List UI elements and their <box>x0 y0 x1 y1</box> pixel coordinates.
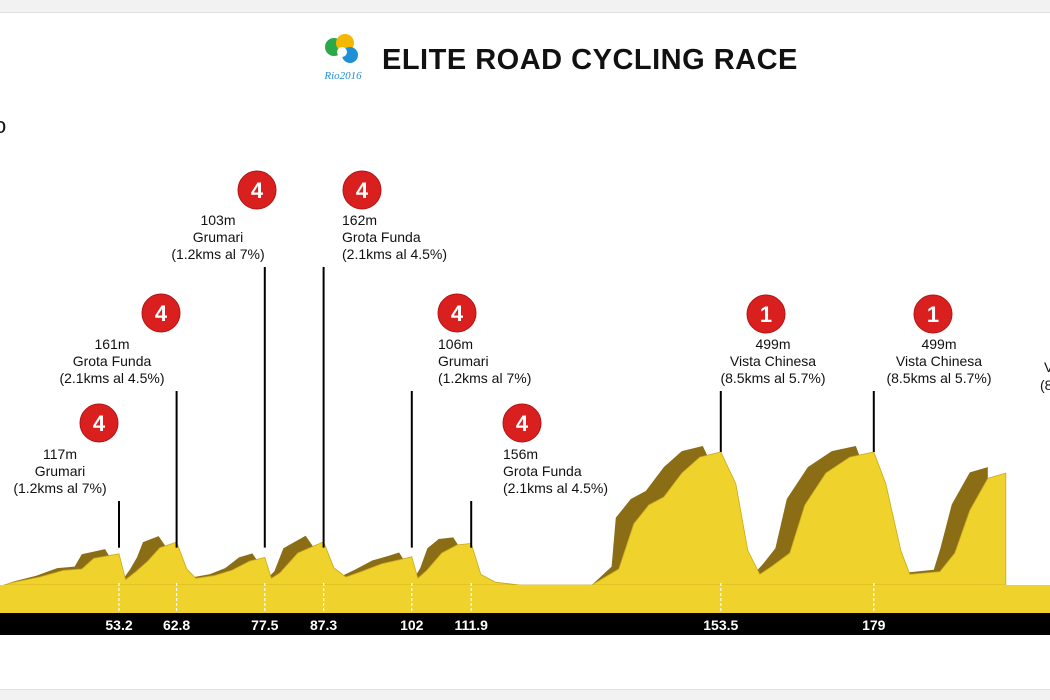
category-badge-icon <box>141 293 181 333</box>
climb-altitude: 106m <box>438 336 473 352</box>
rio-2016-logo: Rio2016 <box>323 34 362 82</box>
climb-name: Grota Funda <box>503 463 582 479</box>
chart-title: ELITE ROAD CYCLING RACE <box>382 44 798 76</box>
climb-detail: (8.5kms al 5.7%) <box>720 370 825 386</box>
edge-fragment: V (8 <box>1040 359 1050 393</box>
cropped-label-fragment: o <box>0 113 6 138</box>
profile-layer <box>0 446 1050 613</box>
km-label: 153.5 <box>703 617 738 633</box>
cropped-climb-name: V <box>1044 359 1050 375</box>
climb-altitude: 162m <box>342 212 377 228</box>
km-label: 77.5 <box>251 617 278 633</box>
km-label: 111.9 <box>454 617 488 633</box>
category-number: 4 <box>155 301 168 326</box>
climb-name: Vista Chinesa <box>730 353 816 369</box>
climb-altitude: 499m <box>755 336 790 352</box>
cropped-climb-detail: (8 <box>1040 377 1050 393</box>
climb-detail: (1.2kms al 7%) <box>438 370 531 386</box>
logo-center-icon <box>337 47 347 57</box>
km-label: 62.8 <box>163 617 190 633</box>
category-badge-icon <box>437 293 477 333</box>
climb-detail: (8.5kms al 5.7%) <box>886 370 991 386</box>
category-badge-icon <box>237 170 277 210</box>
elevation-profile-area <box>3 451 1007 586</box>
category-number: 4 <box>516 411 529 436</box>
km-label: 87.3 <box>310 617 337 633</box>
category-number: 1 <box>760 302 772 327</box>
climb-detail: (2.1kms al 4.5%) <box>59 370 164 386</box>
category-badge-icon <box>913 294 953 334</box>
km-axis: 53.2 62.8 77.5 87.3 102 111.9 153.5 179 <box>0 583 1050 635</box>
logo-text: Rio2016 <box>323 70 362 82</box>
climb-name: Grumari <box>35 463 86 479</box>
chart-header: Rio2016 ELITE ROAD CYCLING RACE <box>0 30 1050 90</box>
km-axis-bar <box>0 613 1050 635</box>
category-number: 1 <box>927 302 939 327</box>
km-label: 179 <box>862 617 886 633</box>
climb-name: Grota Funda <box>73 353 152 369</box>
climb-altitude: 161m <box>94 336 129 352</box>
climb-altitude: 156m <box>503 446 538 462</box>
category-badge-icon <box>746 294 786 334</box>
climb-detail: (2.1kms al 4.5%) <box>503 480 608 496</box>
km-label: 53.2 <box>105 617 132 633</box>
climb-detail: (1.2kms al 7%) <box>13 480 106 496</box>
category-number: 4 <box>451 301 464 326</box>
profile-ground-strip <box>0 585 1050 613</box>
climb-detail: (1.2kms al 7%) <box>171 246 264 262</box>
climb-name: Grota Funda <box>342 229 421 245</box>
climb-name: Vista Chinesa <box>896 353 982 369</box>
category-badge-icon <box>79 403 119 443</box>
category-badge-icon <box>342 170 382 210</box>
category-badge-icon <box>502 403 542 443</box>
climb-altitude: 499m <box>921 336 956 352</box>
category-number: 4 <box>93 411 106 436</box>
km-label: 102 <box>400 617 424 633</box>
category-number: 4 <box>251 178 264 203</box>
climb-altitude: 103m <box>200 212 235 228</box>
category-number: 4 <box>356 178 369 203</box>
climb-name: Grumari <box>438 353 489 369</box>
climb-altitude: 117m <box>43 446 77 462</box>
climb-detail: (2.1kms al 4.5%) <box>342 246 447 262</box>
climb-name: Grumari <box>193 229 244 245</box>
